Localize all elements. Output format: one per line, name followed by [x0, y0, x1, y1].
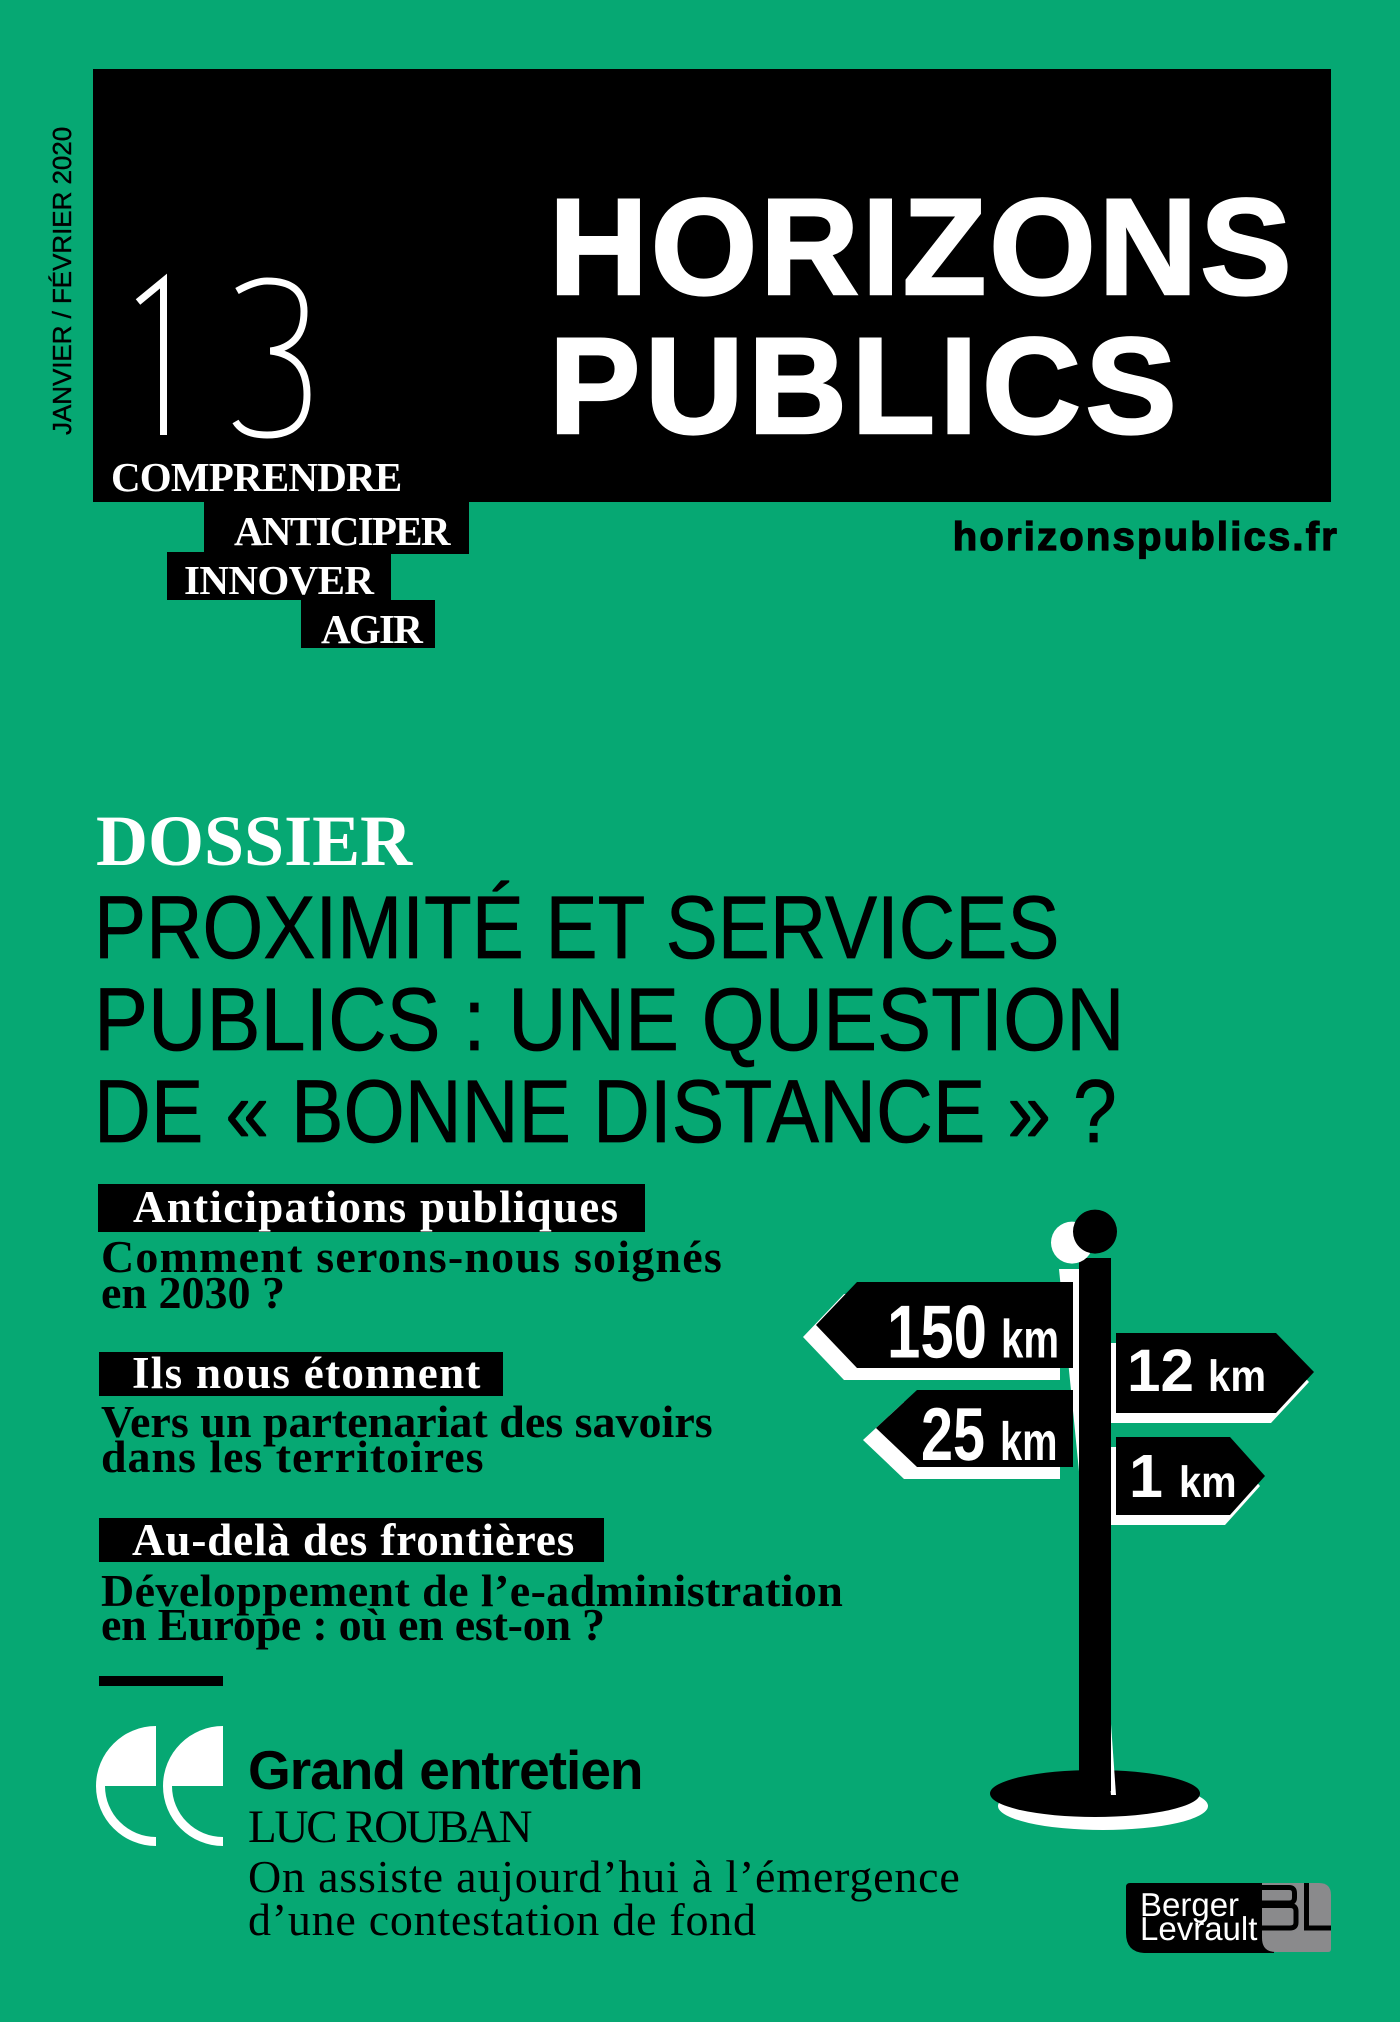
svg-text:km: km: [1000, 1412, 1058, 1472]
svg-text:km: km: [1208, 1352, 1266, 1401]
svg-text:25: 25: [921, 1392, 985, 1476]
svg-text:1: 1: [1129, 1442, 1163, 1510]
svg-text:km: km: [1001, 1310, 1059, 1370]
svg-text:km: km: [1179, 1458, 1237, 1507]
svg-text:150: 150: [887, 1290, 987, 1374]
svg-text:12: 12: [1127, 1337, 1194, 1404]
svg-text:Berger: Berger: [1140, 1886, 1239, 1923]
svg-text:Levrault: Levrault: [1140, 1910, 1257, 1947]
